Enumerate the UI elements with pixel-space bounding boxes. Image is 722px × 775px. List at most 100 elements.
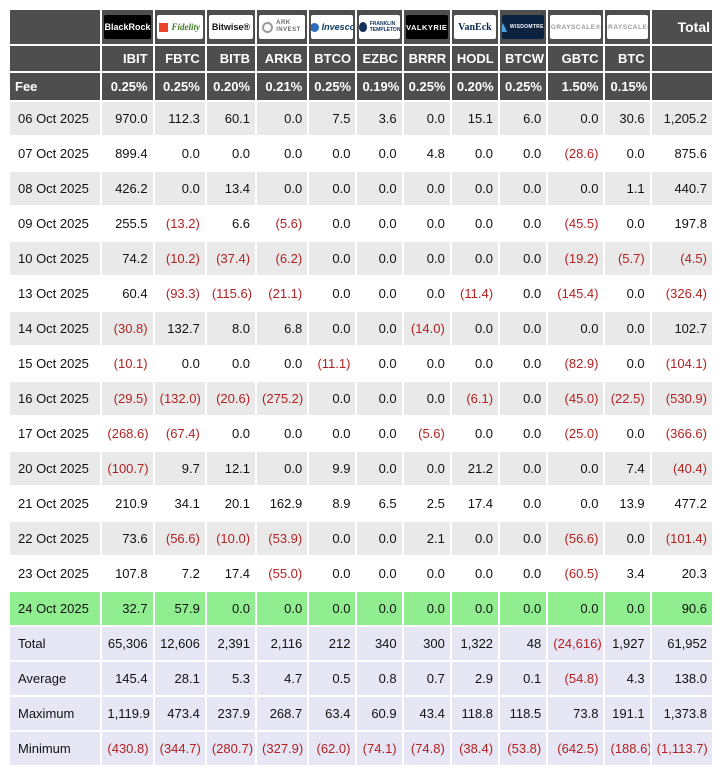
summary-cell: (74.8) [401,730,452,767]
summary-row: Maximum 1,119.9 473.4 237.9 268.7 63.4 60.9 43.… [7,695,715,732]
flow-cell: 7.5 [307,100,358,137]
flow-cell: (10.0) [204,520,258,557]
summary-cell: 191.1 [603,695,652,732]
flow-cell: 0.0 [255,345,310,382]
flow-cell: 0.0 [449,310,501,347]
flow-cell: 0.0 [255,135,310,172]
fee-cell: 0.21% [255,71,310,102]
flow-cell: 13.4 [204,170,258,207]
flow-cell: (11.4) [449,275,501,312]
flow-cell: 0.0 [603,590,652,627]
summary-cell: (344.7) [152,730,207,767]
flow-cell: 0.0 [307,520,358,557]
flow-cell: 9.7 [152,450,207,487]
flow-cell: 0.0 [255,450,310,487]
fee-cell: 0.25% [152,71,207,102]
flow-cell: 9.9 [307,450,358,487]
flow-row: 06 Oct 2025 970.0 112.3 60.1 0.0 7.5 3.6 0.0 15.… [7,100,715,137]
flow-cell: 7.4 [603,450,652,487]
franklin-templeton-icon [359,22,367,32]
summary-cell: (280.7) [204,730,258,767]
date-cell: 20 Oct 2025 [7,450,103,487]
flow-cell: 0.0 [307,135,358,172]
fee-label: Fee [7,71,103,102]
flow-cell: (21.1) [255,275,310,312]
flow-cell: 0.0 [449,555,501,592]
summary-cell: 2,116 [255,625,310,662]
fee-cell: 0.15% [603,71,652,102]
row-total-cell: 477.2 [649,485,715,522]
flow-cell: (10.1) [100,345,155,382]
summary-total-cell: 61,952 [649,625,715,662]
flow-cell: 0.0 [355,310,404,347]
flow-cell: 0.0 [498,310,549,347]
flow-cell: 0.0 [498,170,549,207]
flow-row: 13 Oct 2025 60.4 (93.3) (115.6) (21.1) 0.0 0.0… [7,275,715,312]
summary-cell: 340 [355,625,404,662]
flow-cell: 74.2 [100,240,155,277]
summary-cell: 65,306 [100,625,155,662]
flow-cell: 0.0 [355,205,404,242]
total-column-header: Total [649,8,715,46]
flow-cell: 4.8 [401,135,452,172]
corner-cell [7,8,103,46]
flow-cell: (6.1) [449,380,501,417]
flow-cell: 0.0 [204,415,258,452]
flow-cell: 0.0 [255,590,310,627]
row-total-cell: (104.1) [649,345,715,382]
flow-cell: (19.2) [546,240,606,277]
flow-cell: 0.0 [401,555,452,592]
provider-header: VanEck [449,8,501,46]
flow-row: 20 Oct 2025 (100.7) 9.7 12.1 0.0 9.9 0.0 0.0 21.… [7,450,715,487]
ticker-header: HODL [449,44,501,73]
flow-cell: 8.9 [307,485,358,522]
flow-cell: (13.2) [152,205,207,242]
flow-cell: 0.0 [355,380,404,417]
flow-cell: 21.2 [449,450,501,487]
summary-cell: (62.0) [307,730,358,767]
ticker-row-spacer [7,44,103,73]
flow-cell: 0.0 [603,345,652,382]
date-cell: 13 Oct 2025 [7,275,103,312]
fee-cell: 1.50% [546,71,606,102]
franklin-templeton-logo: FRANKLIN TEMPLETON [359,15,400,39]
flow-cell: 0.0 [307,240,358,277]
flow-cell: 0.0 [401,240,452,277]
flow-cell: (56.6) [152,520,207,557]
flow-cell: (45.0) [546,380,606,417]
summary-cell: 12,606 [152,625,207,662]
ticker-header: EZBC [355,44,404,73]
flow-cell: 0.0 [204,590,258,627]
flow-cell: 0.0 [355,450,404,487]
provider-logo-label: GRAYSCALE® [607,23,648,31]
flow-cell: 0.0 [307,310,358,347]
flow-cell: (28.6) [546,135,606,172]
summary-cell: 1,322 [449,625,501,662]
flow-cell: 0.0 [449,345,501,382]
fee-cell: 0.20% [449,71,501,102]
row-total-cell: (530.9) [649,380,715,417]
flow-cell: (100.7) [100,450,155,487]
row-total-cell: (326.4) [649,275,715,312]
flow-cell: 0.0 [307,205,358,242]
date-cell: 09 Oct 2025 [7,205,103,242]
flow-cell: 112.3 [152,100,207,137]
flow-cell: 20.1 [204,485,258,522]
flow-cell: 0.0 [498,240,549,277]
flow-cell: (37.4) [204,240,258,277]
date-cell: 21 Oct 2025 [7,485,103,522]
ticker-header: BTCW [498,44,549,73]
date-cell: 06 Oct 2025 [7,100,103,137]
etf-flow-table: BlackRock Fidelity Bitwise® ARK INVEST Inves… [7,8,715,767]
flow-cell: 0.0 [498,415,549,452]
flow-cell: 0.0 [498,485,549,522]
flow-cell: 132.7 [152,310,207,347]
flow-cell: 0.0 [355,555,404,592]
flow-cell: 0.0 [603,415,652,452]
summary-cell: 0.7 [401,660,452,697]
flow-cell: 0.0 [152,135,207,172]
summary-cell: (38.4) [449,730,501,767]
flow-cell: 0.0 [498,450,549,487]
row-total-cell: (366.6) [649,415,715,452]
